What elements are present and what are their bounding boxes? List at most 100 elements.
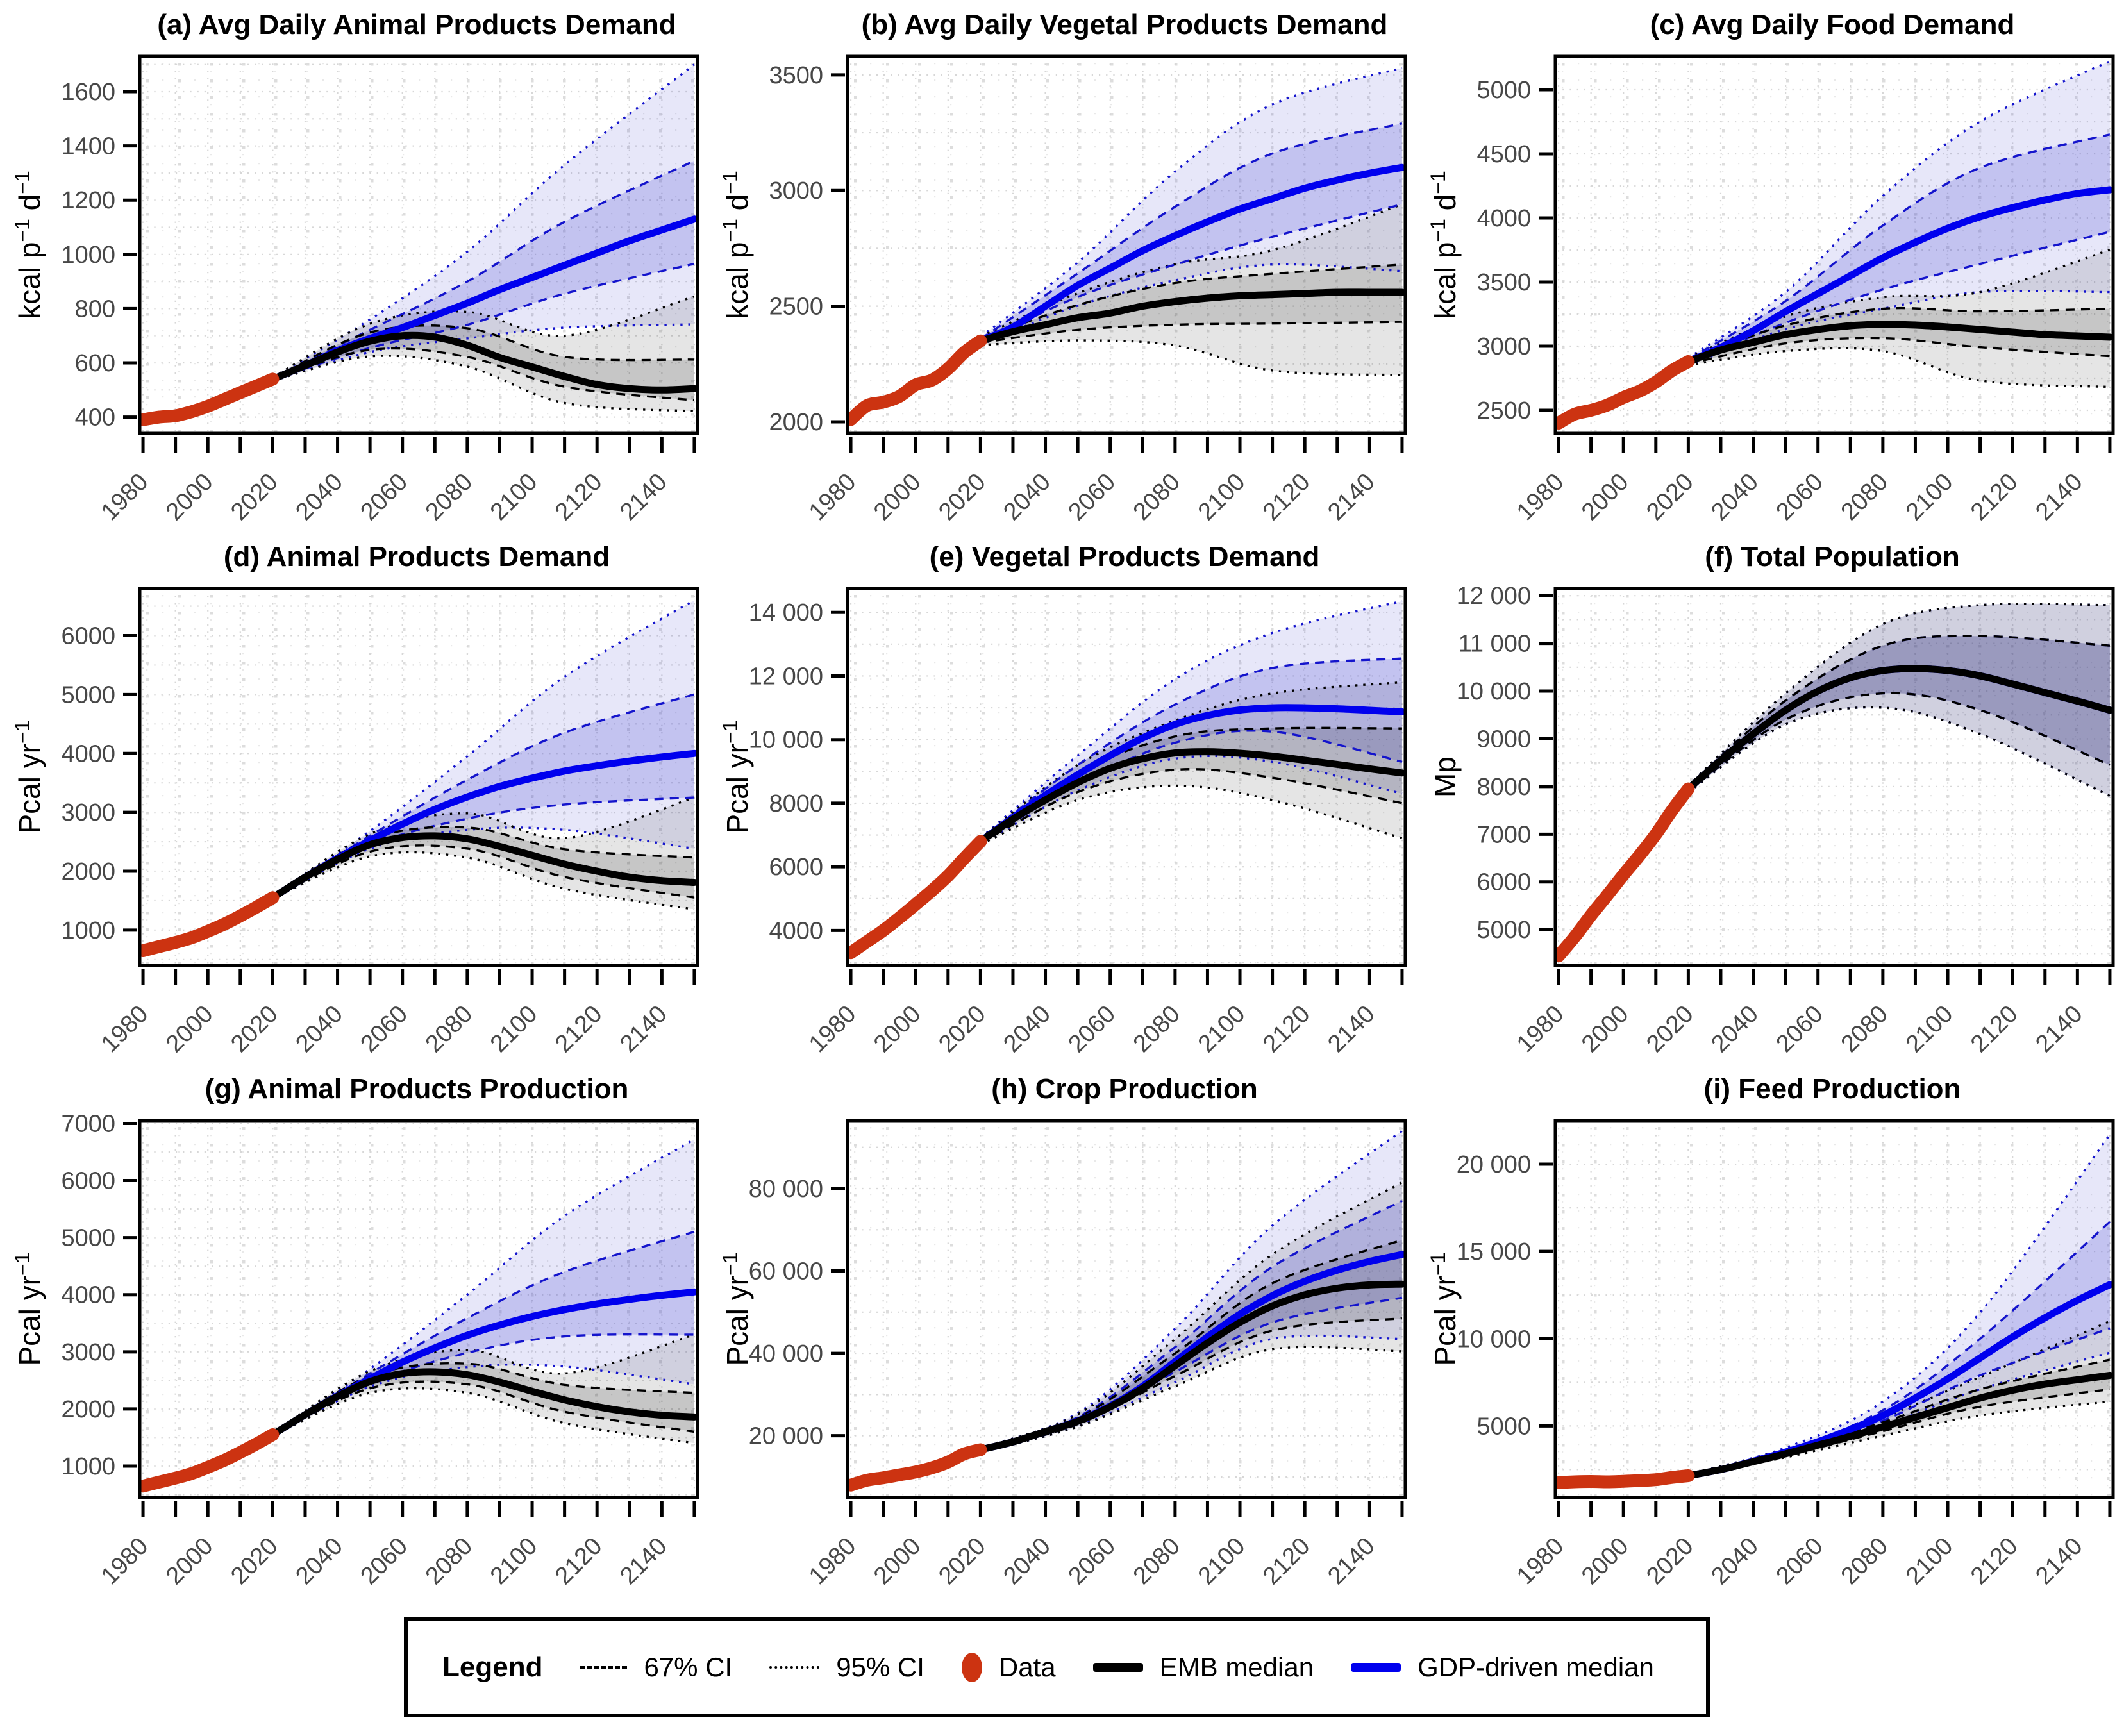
panel-d: (d) Animal Products Demand 1980 2000 2020 2… bbox=[0, 532, 708, 1064]
svg-text:10 000: 10 000 bbox=[1457, 1326, 1531, 1353]
svg-text:4000: 4000 bbox=[61, 740, 115, 767]
legend-item-label: GDP-driven median bbox=[1417, 1651, 1654, 1682]
svg-text:1980: 1980 bbox=[804, 1001, 861, 1058]
svg-text:kcal p−1 d−1: kcal p−1 d−1 bbox=[719, 171, 754, 319]
svg-text:2060: 2060 bbox=[1771, 469, 1828, 526]
svg-text:Pcal yr−1: Pcal yr−1 bbox=[11, 720, 46, 833]
svg-text:Pcal yr−1: Pcal yr−1 bbox=[11, 1252, 46, 1365]
svg-text:2000: 2000 bbox=[1576, 1001, 1634, 1058]
svg-text:2020: 2020 bbox=[1641, 1533, 1698, 1590]
svg-text:2080: 2080 bbox=[421, 1001, 478, 1058]
svg-text:6000: 6000 bbox=[1476, 869, 1531, 896]
svg-text:2080: 2080 bbox=[1836, 1533, 1893, 1590]
svg-text:5000: 5000 bbox=[61, 1225, 115, 1252]
svg-text:5000: 5000 bbox=[1476, 917, 1531, 944]
panel-i-title: (i) Feed Production bbox=[1703, 1073, 1961, 1105]
svg-text:3000: 3000 bbox=[61, 1339, 115, 1366]
svg-text:1200: 1200 bbox=[61, 187, 115, 214]
panel-i: (i) Feed Production 1980 2000 2020 2040 2060… bbox=[1416, 1064, 2123, 1596]
svg-text:2020: 2020 bbox=[1641, 1001, 1698, 1058]
svg-text:2120: 2120 bbox=[1258, 1001, 1315, 1058]
svg-text:2120: 2120 bbox=[1966, 1001, 2023, 1058]
panel-f-title: (f) Total Population bbox=[1705, 541, 1960, 572]
svg-text:kcal p−1 d−1: kcal p−1 d−1 bbox=[1426, 171, 1462, 319]
svg-text:2140: 2140 bbox=[1323, 1533, 1380, 1590]
svg-text:2020: 2020 bbox=[226, 1533, 283, 1590]
svg-text:2080: 2080 bbox=[1128, 1001, 1185, 1058]
legend-item-label: EMB median bbox=[1159, 1651, 1314, 1682]
svg-text:2500: 2500 bbox=[1476, 397, 1531, 424]
svg-text:2100: 2100 bbox=[1901, 1001, 1958, 1058]
svg-text:2080: 2080 bbox=[1128, 1533, 1185, 1590]
svg-text:2020: 2020 bbox=[933, 469, 991, 526]
svg-text:7000: 7000 bbox=[1476, 821, 1531, 848]
svg-text:2060: 2060 bbox=[1064, 469, 1121, 526]
panel-d-plot: 1980 2000 2020 2040 2060 2080 2100 2120 21401000… bbox=[11, 587, 699, 1058]
svg-text:2100: 2100 bbox=[485, 1001, 542, 1058]
svg-text:2000: 2000 bbox=[1576, 1533, 1634, 1590]
svg-text:9000: 9000 bbox=[1476, 726, 1531, 753]
svg-text:6000: 6000 bbox=[61, 1168, 115, 1195]
legend-item-data: Data bbox=[961, 1651, 1056, 1683]
svg-text:2140: 2140 bbox=[615, 1001, 672, 1058]
legend-title: Legend bbox=[442, 1651, 543, 1683]
svg-text:Pcal yr−1: Pcal yr−1 bbox=[719, 1252, 754, 1365]
svg-text:2060: 2060 bbox=[1771, 1001, 1828, 1058]
ci67-dashed-line-icon bbox=[580, 1665, 628, 1669]
svg-text:12 000: 12 000 bbox=[749, 663, 823, 690]
svg-text:2080: 2080 bbox=[421, 1533, 478, 1590]
svg-text:1400: 1400 bbox=[61, 133, 115, 160]
svg-text:2100: 2100 bbox=[485, 1533, 542, 1590]
svg-text:1600: 1600 bbox=[61, 79, 115, 106]
svg-text:2140: 2140 bbox=[2030, 1533, 2087, 1590]
svg-text:3500: 3500 bbox=[1476, 269, 1531, 296]
svg-text:2040: 2040 bbox=[290, 469, 347, 526]
panel-g: (g) Animal Products Production 1980 2000 2… bbox=[0, 1064, 708, 1596]
panel-c-plot: 1980 2000 2020 2040 2060 2080 2100 2120 2140 2500… bbox=[1426, 54, 2115, 526]
svg-text:2100: 2100 bbox=[1193, 1533, 1250, 1590]
svg-text:Pcal yr−1: Pcal yr−1 bbox=[719, 720, 754, 833]
svg-text:2080: 2080 bbox=[421, 469, 478, 526]
svg-text:2140: 2140 bbox=[2030, 1001, 2087, 1058]
svg-text:3500: 3500 bbox=[769, 62, 823, 89]
svg-text:8000: 8000 bbox=[1476, 774, 1531, 801]
panel-a-plot: 1980 2000 2020 2040 2060 2080 2100 2120 2140 400 6… bbox=[11, 54, 699, 526]
panel-e: (e) Vegetal Products Demand 1980 2000 2020… bbox=[708, 532, 1416, 1064]
svg-text:2060: 2060 bbox=[356, 1533, 413, 1590]
panel-f: (f) Total Population 1980 2000 2020 2040 206… bbox=[1416, 532, 2123, 1064]
svg-text:2040: 2040 bbox=[1706, 1001, 1763, 1058]
panel-g-title: (g) Animal Products Production bbox=[205, 1073, 629, 1105]
svg-text:1000: 1000 bbox=[61, 917, 115, 944]
svg-text:14 000: 14 000 bbox=[749, 599, 823, 626]
svg-text:1980: 1980 bbox=[1512, 469, 1569, 526]
svg-text:1980: 1980 bbox=[1512, 1533, 1569, 1590]
svg-text:2140: 2140 bbox=[2030, 469, 2087, 526]
svg-text:2100: 2100 bbox=[1193, 1001, 1250, 1058]
svg-text:2060: 2060 bbox=[1064, 1533, 1121, 1590]
svg-text:40 000: 40 000 bbox=[749, 1340, 823, 1367]
svg-text:2080: 2080 bbox=[1836, 469, 1893, 526]
panel-b-title: (b) Avg Daily Vegetal Products Demand bbox=[861, 9, 1388, 40]
svg-text:3000: 3000 bbox=[61, 799, 115, 826]
svg-text:800: 800 bbox=[75, 296, 115, 322]
panel-b-plot: 1980 2000 2020 2040 2060 2080 2100 2120 21402000… bbox=[719, 54, 1407, 526]
svg-text:1980: 1980 bbox=[804, 469, 861, 526]
svg-text:6000: 6000 bbox=[769, 854, 823, 881]
svg-text:2040: 2040 bbox=[998, 1533, 1055, 1590]
svg-text:15 000: 15 000 bbox=[1457, 1239, 1531, 1265]
svg-text:1980: 1980 bbox=[1512, 1001, 1569, 1058]
svg-text:7000: 7000 bbox=[61, 1110, 115, 1137]
svg-text:60 000: 60 000 bbox=[749, 1258, 823, 1285]
ci95-dotted-line-icon bbox=[769, 1665, 820, 1669]
svg-text:2020: 2020 bbox=[933, 1533, 991, 1590]
panel-c-title: (c) Avg Daily Food Demand bbox=[1650, 9, 2015, 40]
svg-text:1980: 1980 bbox=[804, 1533, 861, 1590]
svg-text:kcal p−1 d−1: kcal p−1 d−1 bbox=[11, 171, 46, 319]
legend-item-label: Data bbox=[998, 1651, 1056, 1682]
svg-text:10 000: 10 000 bbox=[1457, 678, 1531, 705]
svg-text:2100: 2100 bbox=[1901, 469, 1958, 526]
svg-text:2140: 2140 bbox=[615, 469, 672, 526]
svg-text:2020: 2020 bbox=[933, 1001, 991, 1058]
panel-b: (b) Avg Daily Vegetal Products Demand 19… bbox=[708, 0, 1416, 532]
svg-text:2040: 2040 bbox=[1706, 469, 1763, 526]
